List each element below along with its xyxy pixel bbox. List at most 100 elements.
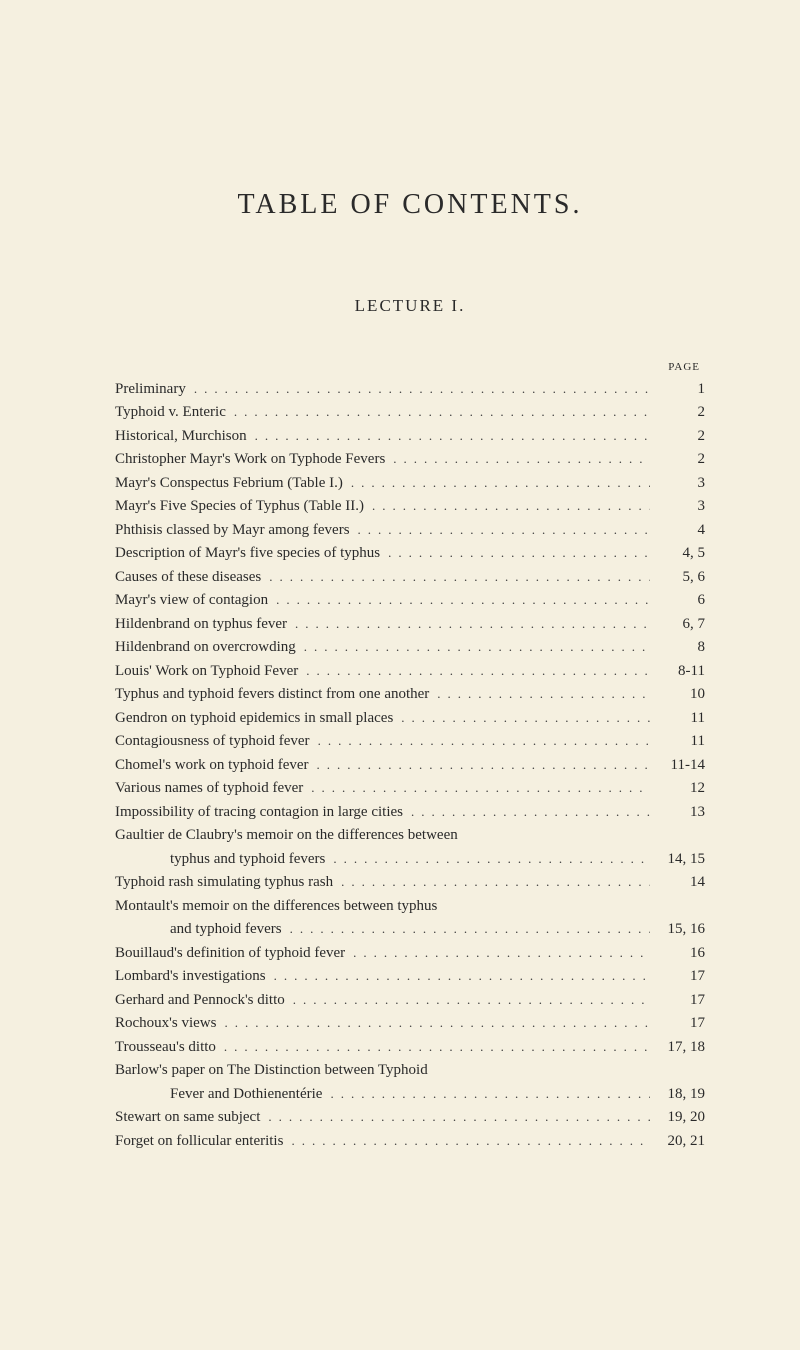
toc-entry: Gaultier de Claubry's memoir on the diff…: [115, 824, 705, 847]
toc-entry-page: 11: [650, 730, 705, 753]
toc-entry-page: 12: [650, 777, 705, 800]
table-of-contents: Preliminary 1 Typhoid v. Enteric 2Historica…: [115, 378, 705, 1153]
toc-leader-dots: [364, 496, 650, 516]
toc-leader-dots: [266, 966, 650, 986]
toc-entry: Forget on follicular enteritis 20, 21: [115, 1130, 705, 1153]
toc-entry-label: Typhus and typhoid fevers distinct from …: [115, 683, 429, 706]
toc-entry: Various names of typhoid fever 12: [115, 777, 705, 800]
toc-entry-label: Rochoux's views: [115, 1012, 216, 1035]
toc-entry-page: 17, 18: [650, 1036, 705, 1059]
toc-entry-page: 2: [650, 448, 705, 471]
toc-entry-label: Montault's memoir on the differences bet…: [115, 895, 437, 918]
toc-entry-page: 19, 20: [650, 1106, 705, 1129]
toc-leader-dots: [287, 614, 650, 634]
toc-leader-dots: [282, 919, 650, 939]
toc-leader-dots: [322, 1084, 650, 1104]
toc-entry-label: Hildenbrand on overcrowding: [115, 636, 296, 659]
toc-entry: Typhus and typhoid fevers distinct from …: [115, 683, 705, 706]
toc-leader-dots: [343, 473, 650, 493]
toc-entry: Contagiousness of typhoid fever 11: [115, 730, 705, 753]
toc-entry-page: 15, 16: [650, 918, 705, 941]
toc-entry-label: Causes of these diseases: [115, 566, 261, 589]
toc-leader-dots: [325, 849, 650, 869]
toc-leader-dots: [429, 684, 650, 704]
toc-entry-page: 20, 21: [650, 1130, 705, 1153]
toc-entry-label: Fever and Dothienentérie: [170, 1083, 322, 1106]
toc-entry: Impossibility of tracing contagion in la…: [115, 801, 705, 824]
toc-leader-dots: [216, 1037, 650, 1057]
toc-entry-label: Trousseau's ditto: [115, 1036, 216, 1059]
toc-entry: Rochoux's views 17: [115, 1012, 705, 1035]
toc-entry-page: 6, 7: [650, 613, 705, 636]
toc-entry-label: Preliminary: [115, 378, 186, 401]
toc-entry-page: 11: [650, 707, 705, 730]
toc-entry-label: Bouillaud's definition of typhoid fever: [115, 942, 345, 965]
toc-leader-dots: [333, 872, 650, 892]
toc-leader-dots: [216, 1013, 650, 1033]
lecture-heading: LECTURE I.: [115, 296, 705, 316]
toc-entry-page: 6: [650, 589, 705, 612]
toc-entry-label: Forget on follicular enteritis: [115, 1130, 283, 1153]
toc-leader-dots: [261, 567, 650, 587]
toc-entry-label: Gerhard and Pennock's ditto: [115, 989, 285, 1012]
toc-entry-page: 13: [650, 801, 705, 824]
toc-entry: Historical, Murchison2: [115, 425, 705, 448]
toc-entry-page: 17: [650, 989, 705, 1012]
toc-entry-page: 10: [650, 683, 705, 706]
toc-leader-dots: [385, 449, 650, 469]
toc-leader-dots: [226, 402, 650, 422]
column-header-page: PAGE: [115, 361, 705, 373]
toc-entry-label: Various names of typhoid fever: [115, 777, 303, 800]
toc-entry: Christopher Mayr's Work on Typhode Fever…: [115, 448, 705, 471]
toc-leader-dots: [296, 637, 650, 657]
toc-entry-page: 2: [650, 401, 705, 424]
toc-entry: Mayr's Five Species of Typhus (Table II.…: [115, 495, 705, 518]
toc-entry-page: 3: [650, 495, 705, 518]
toc-entry-label: Hildenbrand on typhus fever: [115, 613, 287, 636]
toc-entry: Description of Mayr's five species of ty…: [115, 542, 705, 565]
toc-entry-label: Barlow's paper on The Distinction betwee…: [115, 1059, 428, 1082]
toc-entry: Phthisis classed by Mayr among fevers4: [115, 519, 705, 542]
toc-entry-label: typhus and typhoid fevers: [170, 848, 325, 871]
toc-entry: Gerhard and Pennock's ditto 17: [115, 989, 705, 1012]
toc-entry-page: 1: [650, 378, 705, 401]
toc-leader-dots: [283, 1131, 650, 1151]
toc-entry: Louis' Work on Typhoid Fever 8-11: [115, 660, 705, 683]
toc-entry-page: 8-11: [650, 660, 705, 683]
toc-entry: Gendron on typhoid epidemics in small pl…: [115, 707, 705, 730]
toc-entry-label: Impossibility of tracing contagion in la…: [115, 801, 403, 824]
toc-entry-page: 17: [650, 1012, 705, 1035]
toc-entry: Chomel's work on typhoid fever11-14: [115, 754, 705, 777]
page-container: TABLE OF CONTENTS. LECTURE I. PAGE Preli…: [0, 0, 800, 1213]
toc-entry-label: Mayr's view of contagion: [115, 589, 268, 612]
toc-entry: Preliminary 1: [115, 378, 705, 401]
toc-entry: Typhoid v. Enteric 2: [115, 401, 705, 424]
toc-leader-dots: [350, 520, 650, 540]
toc-entry: Causes of these diseases 5, 6: [115, 566, 705, 589]
toc-leader-dots: [309, 755, 650, 775]
toc-entry-page: 16: [650, 942, 705, 965]
toc-entry-label: Typhoid v. Enteric: [115, 401, 226, 424]
toc-entry-page: 8: [650, 636, 705, 659]
toc-entry-page: 17: [650, 965, 705, 988]
toc-leader-dots: [403, 802, 650, 822]
toc-leader-dots: [268, 590, 650, 610]
toc-leader-dots: [345, 943, 650, 963]
toc-entry-page: 3: [650, 472, 705, 495]
toc-entry-label: Gendron on typhoid epidemics in small pl…: [115, 707, 393, 730]
toc-entry-label: Christopher Mayr's Work on Typhode Fever…: [115, 448, 385, 471]
toc-entry: Trousseau's ditto 17, 18: [115, 1036, 705, 1059]
toc-entry-label: Stewart on same subject: [115, 1106, 260, 1129]
toc-entry: Hildenbrand on overcrowding 8: [115, 636, 705, 659]
toc-entry-label: Contagiousness of typhoid fever: [115, 730, 310, 753]
toc-entry-label: Louis' Work on Typhoid Fever: [115, 660, 298, 683]
toc-leader-dots: [247, 426, 650, 446]
toc-leader-dots: [393, 708, 650, 728]
toc-leader-dots: [298, 661, 650, 681]
toc-entry-label: Mayr's Conspectus Febrium (Table I.): [115, 472, 343, 495]
toc-entry-page: 5, 6: [650, 566, 705, 589]
toc-entry-label: Mayr's Five Species of Typhus (Table II.…: [115, 495, 364, 518]
toc-entry: Mayr's view of contagion 6: [115, 589, 705, 612]
toc-entry-page: 4, 5: [650, 542, 705, 565]
toc-leader-dots: [260, 1107, 650, 1127]
